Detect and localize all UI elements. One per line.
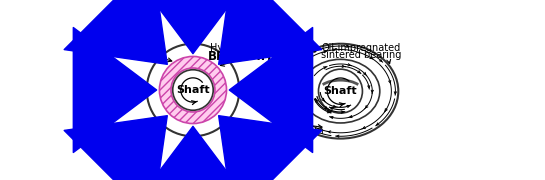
Circle shape <box>173 70 213 110</box>
Text: Oil-impregnated: Oil-impregnated <box>322 42 401 53</box>
Circle shape <box>318 69 362 113</box>
Circle shape <box>171 68 215 112</box>
Text: Shaft: Shaft <box>324 86 358 96</box>
Text: Hydrodynamic: Hydrodynamic <box>210 42 280 53</box>
Text: Oil film: Oil film <box>289 126 324 136</box>
Text: BEARPHITE: BEARPHITE <box>208 50 282 62</box>
Text: Shaft: Shaft <box>176 85 210 95</box>
Text: sintered bearing: sintered bearing <box>321 50 401 60</box>
Text: Oil film: Oil film <box>120 44 155 54</box>
Circle shape <box>160 57 227 123</box>
